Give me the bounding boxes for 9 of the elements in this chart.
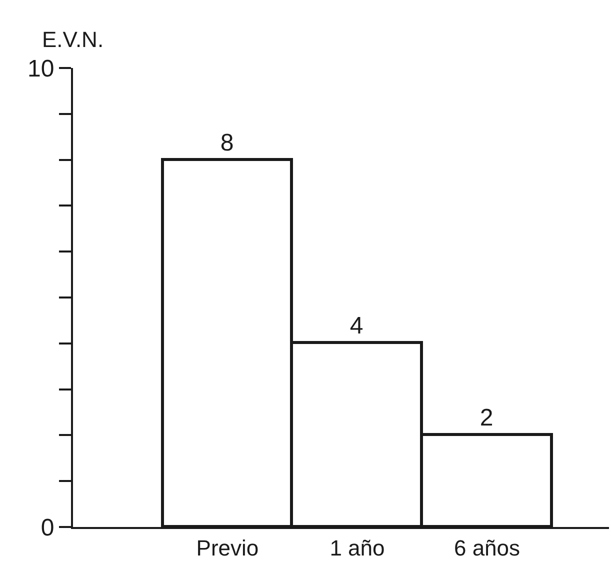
y-tick-label: 0 xyxy=(40,514,54,542)
y-tick-label: 10 xyxy=(27,55,54,82)
data-label: 2 xyxy=(480,404,494,432)
x-tick-label: 6 años xyxy=(454,535,520,560)
y-axis-title: E.V.N. xyxy=(42,27,104,52)
data-label: 8 xyxy=(220,130,234,156)
x-tick-label: 1 año xyxy=(330,535,385,560)
data-label: 4 xyxy=(350,312,364,340)
x-tick-label: Previo xyxy=(196,535,259,560)
